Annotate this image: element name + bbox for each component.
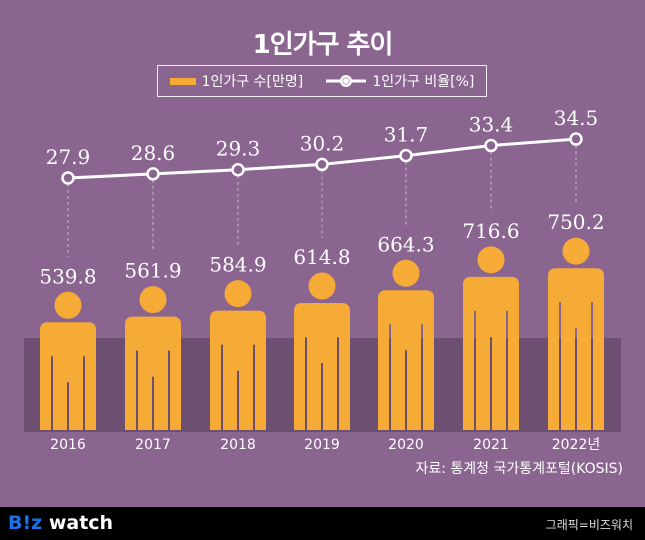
x-tick-label: 2020 (388, 437, 424, 453)
bar-value-label: 584.9 (209, 253, 266, 277)
person-bar (378, 290, 434, 430)
ratio-point (146, 167, 160, 181)
legend-line-label: 1인가구 비율[%] (372, 74, 475, 90)
ratio-value-label: 34.5 (554, 106, 599, 130)
chart-title: 1인가구 추이 (252, 30, 394, 60)
person-head (54, 291, 82, 319)
person-bar (294, 302, 350, 430)
bar-value-label: 664.3 (377, 232, 434, 256)
ratio-value-label: 28.6 (131, 141, 176, 165)
chart-area: 539.8 2016 561.9 2017 584.9 2018 614.8 2019 664.… (24, 106, 621, 453)
person-head (139, 286, 167, 314)
person-head (224, 280, 252, 308)
ratio-value-label: 29.3 (216, 137, 261, 161)
ratio-point (399, 148, 413, 163)
logo-w: watch (42, 512, 114, 534)
person-bar (548, 268, 604, 430)
x-tick-label: 2018 (220, 437, 256, 453)
person-head (477, 246, 505, 274)
x-tick-label: 2019 (304, 437, 340, 453)
legend: 1인가구 수[만명] 1인가구 비율[%] (157, 65, 487, 97)
bizwatch-logo: B!z watch (8, 512, 113, 534)
line-marker-icon (326, 75, 367, 87)
bar-value-label: 539.8 (39, 264, 96, 288)
person-bar (210, 310, 266, 430)
ratio-point (315, 157, 329, 172)
person-bar (125, 316, 181, 430)
legend-bar: 1인가구 수[만명] (169, 71, 304, 91)
person-bar (40, 322, 96, 430)
legend-line: 1인가구 비율[%] (326, 71, 474, 91)
source-note: 자료: 통계청 국가통계포털(KOSIS) (415, 461, 623, 477)
x-tick-label: 2016 (50, 437, 86, 453)
ratio-point (569, 132, 583, 146)
ratio-value-label: 27.9 (46, 145, 91, 169)
graphic-credit: 그래픽=비즈워치 (545, 518, 633, 532)
bar-value-label: 614.8 (293, 245, 350, 269)
bar-value-label: 561.9 (124, 259, 181, 283)
ratio-point (484, 138, 498, 153)
ratio-point (231, 162, 245, 177)
ratio-value-label: 33.4 (469, 113, 514, 137)
legend-bar-label: 1인가구 수[만명] (201, 74, 304, 90)
x-tick-label: 2021 (473, 437, 509, 453)
ratio-point (61, 171, 75, 185)
x-tick-label: 2022년 (552, 437, 601, 453)
ratio-value-label: 30.2 (300, 131, 345, 155)
person-bar (463, 276, 519, 430)
person-head (308, 272, 336, 300)
footer: B!z watch 그래픽=비즈워치 (0, 507, 645, 540)
logo-b: B!z (8, 512, 43, 534)
bar-value-label: 750.2 (547, 210, 604, 234)
person-head (562, 237, 590, 265)
bar-value-label: 716.6 (462, 219, 519, 243)
ratio-value-label: 31.7 (384, 123, 429, 147)
bar-swatch (169, 77, 196, 85)
x-tick-label: 2017 (135, 437, 171, 453)
person-head (392, 259, 420, 287)
